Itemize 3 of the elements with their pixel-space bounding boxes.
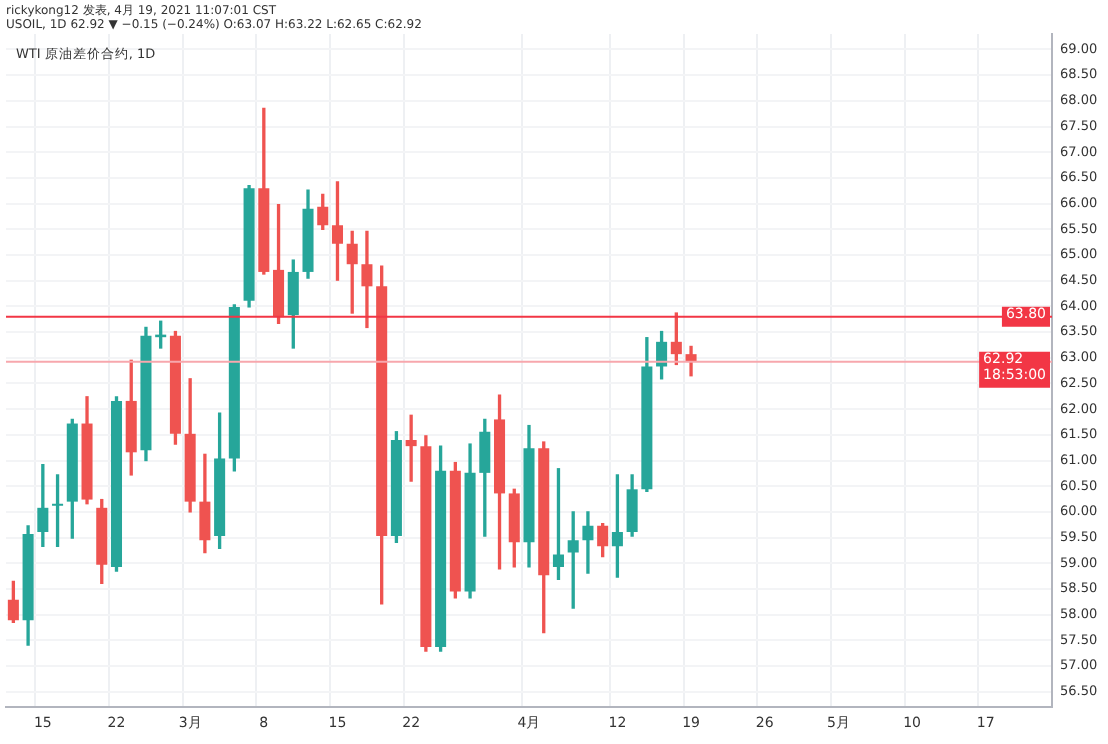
candlestick (361, 230, 373, 329)
candlestick (582, 511, 594, 574)
candlestick (405, 414, 417, 482)
